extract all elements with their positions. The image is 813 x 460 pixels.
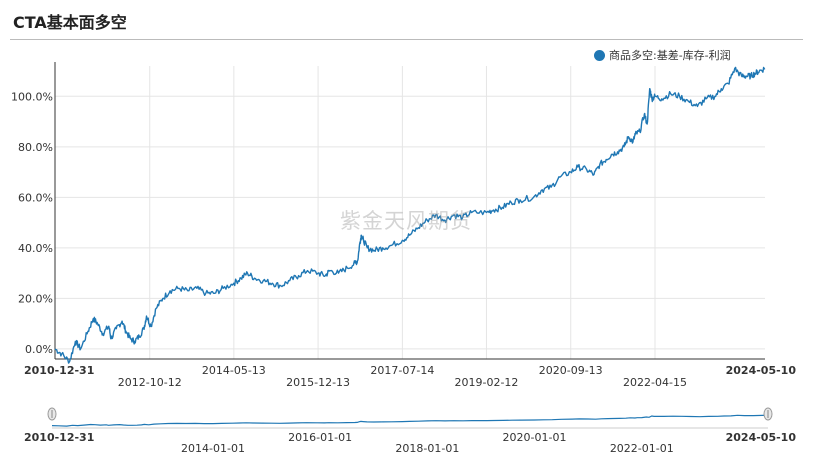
x-tick-label: 2012-10-12 (118, 376, 182, 389)
x-tick-label: 2010-12-31 (24, 364, 94, 377)
y-tick-label: 80.0% (18, 141, 53, 154)
x-tick-label: 2024-05-10 (726, 364, 797, 377)
legend-item[interactable]: 商品多空:基差-库存-利润 (594, 47, 731, 63)
navigator-right-handle[interactable] (763, 407, 773, 421)
legend-label: 商品多空:基差-库存-利润 (609, 49, 731, 62)
navigator-tick-label: 2018-01-01 (395, 442, 459, 455)
navigator-end-label: 2024-05-10 (726, 431, 797, 444)
series-line (54, 66, 766, 364)
x-tick-label: 2022-04-15 (623, 376, 687, 389)
navigator-start-label: 2010-12-31 (24, 431, 94, 444)
navigator-left-handle[interactable] (47, 407, 57, 421)
y-tick-label: 60.0% (18, 191, 53, 204)
navigator-tick-label: 2014-01-01 (181, 442, 245, 455)
y-tick-label: 40.0% (18, 242, 53, 255)
title-divider (10, 39, 803, 40)
page-title: CTA基本面多空 (13, 13, 127, 32)
y-tick-label: 20.0% (18, 292, 53, 305)
x-tick-label: 2015-12-13 (286, 376, 350, 389)
navigator-tick-label: 2016-01-01 (288, 431, 352, 444)
x-tick-label: 2014-05-13 (202, 364, 266, 377)
x-tick-label: 2017-07-14 (370, 364, 434, 377)
navigator-tick-label: 2020-01-01 (503, 431, 567, 444)
navigator-tick-label: 2022-01-01 (610, 442, 674, 455)
legend-marker-icon (594, 49, 605, 61)
navigator-series-line (51, 414, 769, 427)
y-tick-label: 100.0% (11, 90, 53, 103)
watermark: 紫金天风期货 (340, 209, 472, 233)
y-tick-label: 0.0% (25, 343, 53, 356)
x-tick-label: 2020-09-13 (539, 364, 603, 377)
line-chart: 0.0% 20.0% 40.0% 60.0% 80.0% 100.0% 2010-12-31… (11, 62, 797, 389)
x-tick-label: 2019-02-12 (455, 376, 519, 389)
